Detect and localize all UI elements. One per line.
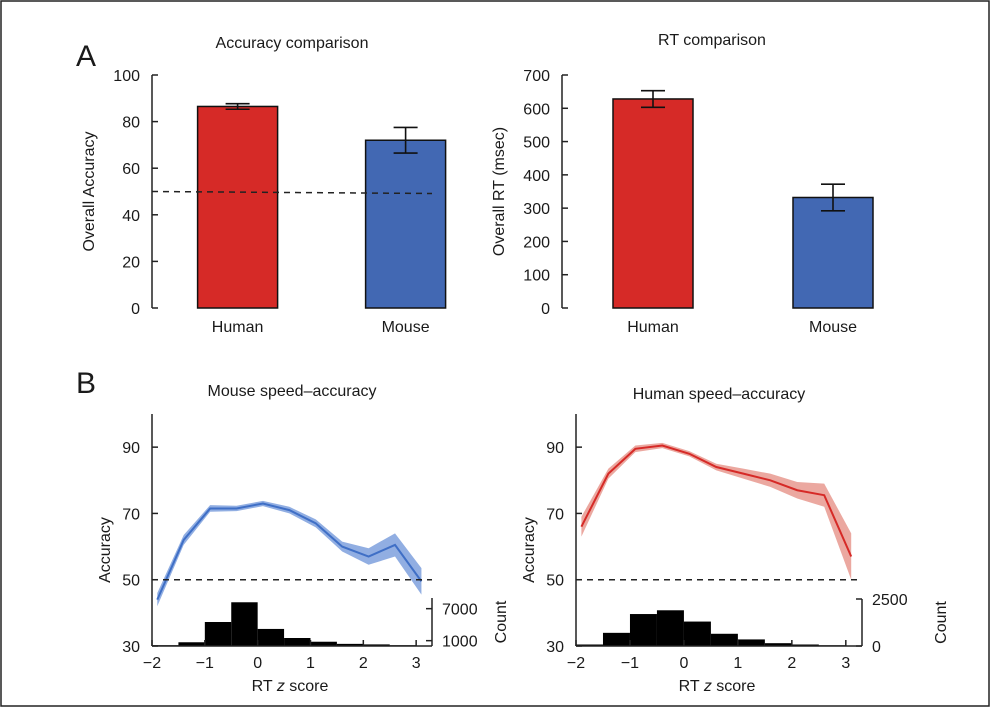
human-speed-accuracy-chart: Human speed–accuracy02500Count30507090Ac… xyxy=(521,386,950,695)
y-tick-label: 400 xyxy=(523,168,550,185)
x-tick-label: 2 xyxy=(359,655,368,672)
bar-human xyxy=(196,105,279,309)
histogram-bar xyxy=(231,602,258,646)
x-tick-label: 1 xyxy=(306,655,315,672)
histogram-bar xyxy=(576,644,603,646)
y-tick-label: 20 xyxy=(122,254,140,271)
y-tick-label: 30 xyxy=(122,639,140,656)
y-tick-label: 700 xyxy=(523,68,550,85)
x-tick-label: Human xyxy=(627,319,679,336)
bar-human xyxy=(612,98,694,309)
accuracy-line xyxy=(156,502,423,601)
x-axis-label-part: score xyxy=(712,678,756,695)
histogram-bar xyxy=(791,644,819,646)
histogram-bar xyxy=(629,614,657,646)
confidence-band xyxy=(157,500,422,607)
accuracy-line xyxy=(580,444,853,557)
x-axis-label-part: RT xyxy=(679,678,704,695)
chart-title: RT comparison xyxy=(658,32,766,49)
x-tick-label: Mouse xyxy=(382,319,430,336)
count-tick-label: 7000 xyxy=(442,602,478,619)
y-axis-label: Accuracy xyxy=(521,517,538,583)
histogram-bar xyxy=(656,610,684,646)
chart-title: Accuracy comparison xyxy=(216,35,369,52)
y-axis-label: Accuracy xyxy=(97,517,114,583)
histogram-bar xyxy=(363,644,390,646)
x-axis-label-part: score xyxy=(285,678,329,695)
x-tick-label: −2 xyxy=(567,655,585,672)
panel-label-b: B xyxy=(76,367,96,400)
y-tick-label: 80 xyxy=(122,115,140,132)
x-tick-label: 0 xyxy=(253,655,262,672)
x-tick-label: 2 xyxy=(787,655,796,672)
confidence-band xyxy=(581,442,852,580)
y-tick-label: 300 xyxy=(523,201,550,218)
histogram-bar xyxy=(737,639,765,646)
y-tick-label: 90 xyxy=(122,440,140,457)
x-tick-label: Mouse xyxy=(809,319,857,336)
x-axis-label-part: z xyxy=(276,678,285,695)
chart-title: Mouse speed–accuracy xyxy=(208,383,377,400)
histogram-bar xyxy=(710,633,738,646)
bar-mouse xyxy=(364,139,447,309)
histogram-bar xyxy=(683,621,711,646)
x-axis-label: RT z score xyxy=(252,678,329,695)
y-tick-label: 100 xyxy=(113,68,140,85)
x-axis-label-part: RT xyxy=(252,678,277,695)
count-tick-label: 1000 xyxy=(442,634,478,651)
y-tick-label: 60 xyxy=(122,161,140,178)
chance-line xyxy=(151,190,433,195)
y-tick-label: 0 xyxy=(541,301,550,318)
count-tick-label: 2500 xyxy=(872,592,908,609)
count-axis-label: Count xyxy=(493,600,510,643)
x-tick-label: −1 xyxy=(621,655,639,672)
histogram-bar xyxy=(336,643,364,646)
x-axis-label: RT z score xyxy=(679,678,756,695)
histogram-bar xyxy=(764,643,792,646)
histogram-bar xyxy=(602,632,630,646)
y-tick-label: 50 xyxy=(122,573,140,590)
y-tick-label: 200 xyxy=(523,234,550,251)
chart-title: Human speed–accuracy xyxy=(633,386,806,403)
y-tick-label: 40 xyxy=(122,208,140,225)
histogram-bar xyxy=(257,628,285,646)
x-tick-label: −1 xyxy=(196,655,214,672)
bar-mouse xyxy=(792,196,874,309)
histogram-bar xyxy=(204,622,232,646)
x-axis-label-part: z xyxy=(703,678,712,695)
y-tick-label: 50 xyxy=(546,573,564,590)
x-tick-label: Human xyxy=(212,319,264,336)
x-tick-label: 0 xyxy=(679,655,688,672)
x-tick-label: 3 xyxy=(841,655,850,672)
count-tick-label: 0 xyxy=(872,639,881,656)
histogram-bar xyxy=(310,641,337,646)
y-tick-label: 70 xyxy=(122,506,140,523)
y-tick-label: 600 xyxy=(523,101,550,118)
y-axis-label: Overall Accuracy xyxy=(81,131,98,251)
histogram-bar xyxy=(178,642,205,646)
y-tick-label: 100 xyxy=(523,268,550,285)
y-tick-label: 90 xyxy=(546,440,564,457)
count-axis-label: Count xyxy=(933,601,950,644)
y-tick-label: 0 xyxy=(131,301,140,318)
y-tick-label: 70 xyxy=(546,506,564,523)
rt-comparison-chart: RT comparison 0 100 200 300 400 500 600 700 Overa… xyxy=(491,32,874,336)
y-tick-label: 30 xyxy=(546,639,564,656)
histogram-bar xyxy=(284,638,311,646)
accuracy-comparison-chart: Accuracy comparison 0 20 40 60 80 100 Overall A… xyxy=(81,35,447,336)
x-tick-label: 1 xyxy=(733,655,742,672)
x-tick-label: 3 xyxy=(412,655,421,672)
y-axis-label: Overall RT (msec) xyxy=(491,127,508,256)
panel-label-a: A xyxy=(76,40,96,73)
x-tick-label: −2 xyxy=(143,655,161,672)
y-tick-label: 500 xyxy=(523,135,550,152)
